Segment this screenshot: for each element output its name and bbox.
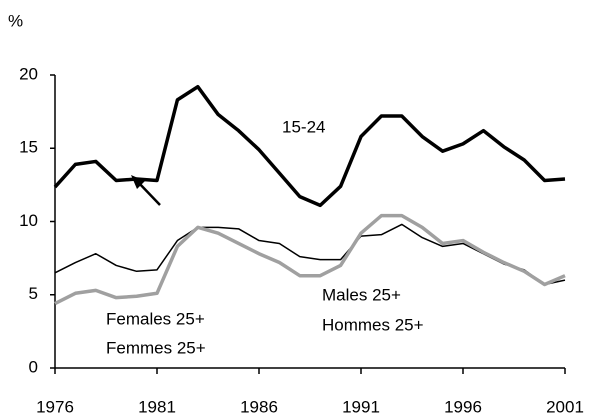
series-line bbox=[54, 213, 566, 306]
x-tick-label: 1996 bbox=[444, 397, 482, 416]
y-tick-label: 0 bbox=[29, 357, 38, 376]
x-tick-label: 1986 bbox=[240, 397, 278, 416]
x-tick-label: 1991 bbox=[342, 397, 380, 416]
series-label: Females 25+ bbox=[106, 309, 205, 328]
x-tick-label: 1981 bbox=[138, 397, 176, 416]
series-label: Males 25+ bbox=[322, 285, 401, 304]
y-tick-label: 20 bbox=[19, 64, 38, 83]
series-label: Femmes 25+ bbox=[106, 338, 206, 357]
y-unit: % bbox=[8, 11, 23, 30]
x-tick-label: 2001 bbox=[546, 397, 584, 416]
series-line bbox=[53, 84, 566, 208]
series-label: 15-24 bbox=[282, 117, 325, 136]
y-tick-label: 5 bbox=[29, 284, 38, 303]
y-tick-label: 10 bbox=[19, 211, 38, 230]
x-tick-label: 1976 bbox=[36, 397, 74, 416]
series-label: Hommes 25+ bbox=[322, 315, 424, 334]
y-tick-label: 15 bbox=[19, 138, 38, 157]
